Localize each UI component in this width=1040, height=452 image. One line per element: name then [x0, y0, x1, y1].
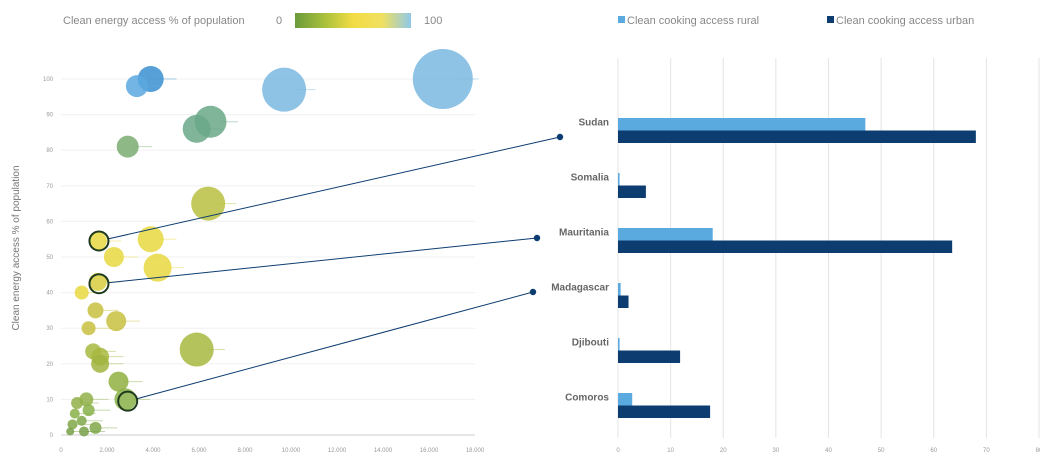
bubble: [91, 354, 110, 373]
bar-category-label: Somalia: [571, 173, 610, 184]
bar-x-tick-label: 30: [773, 448, 780, 452]
bubble-x-tick-label: 16,000: [420, 448, 439, 452]
bubble-x-tick-label: 10,000: [282, 448, 301, 452]
bar-category-label: Sudan: [578, 118, 609, 129]
legend-label-urban: Clean cooking access urban: [836, 15, 974, 27]
bubble-x-tick-label: 0: [59, 448, 63, 452]
bar-rural: [618, 393, 633, 406]
bar-x-tick-label: 70: [983, 448, 990, 452]
bubble-y-tick-label: 20: [46, 362, 53, 368]
bar-urban: [618, 405, 711, 418]
connector-end-dot: [556, 133, 564, 141]
bubble: [79, 426, 89, 437]
colorbar-title: Clean energy access % of population: [63, 15, 245, 27]
bubble: [81, 321, 96, 336]
bar-urban: [618, 350, 681, 363]
bar-urban: [618, 295, 629, 308]
bubble: [108, 371, 129, 392]
bubble: [69, 408, 80, 419]
bubble-y-tick-label: 0: [50, 433, 54, 439]
bubble-x-tick-label: 6,000: [191, 448, 207, 452]
highlight-ring: [117, 390, 139, 412]
bubble-y-tick-label: 80: [46, 148, 53, 154]
bubble: [88, 231, 107, 250]
bar-urban: [618, 130, 976, 143]
legend-swatch-rural: [618, 16, 625, 23]
bubble-x-tick-label: 14,000: [374, 448, 393, 452]
bubble-y-tick-label: 70: [46, 184, 53, 190]
connector-end-dot: [529, 288, 537, 296]
bubble: [137, 226, 164, 253]
bubble: [191, 186, 226, 221]
bubble-x-tick-label: 2,000: [99, 448, 115, 452]
bar-urban: [618, 240, 953, 253]
connector-lines: [88, 133, 564, 412]
bar-rural: [618, 338, 620, 351]
bubble: [103, 247, 124, 267]
bubble-y-tick-label: 10: [46, 397, 53, 403]
bubble-y-tick-label: 30: [46, 326, 53, 332]
bar-chart: 0 10 20 30 40 50 60 70 80 Sudan Somalia Mauritania M…: [551, 58, 1040, 452]
colorbar-legend: Clean energy access % of population 0 10…: [63, 13, 442, 28]
bar-x-tick-label: 50: [878, 448, 885, 452]
bubble: [179, 332, 214, 367]
bubble: [412, 49, 473, 109]
bar-rural: [618, 173, 620, 186]
bubble-y-tick-label: 60: [46, 219, 53, 225]
bubble: [88, 272, 107, 291]
colorbar-swatch: [295, 13, 411, 28]
bar-legend: Clean cooking access rural Clean cooking…: [618, 15, 974, 27]
bubble-x-tick-label: 12,000: [328, 448, 347, 452]
bubble-y-tick-label: 40: [46, 291, 53, 297]
highlight-ring: [88, 273, 110, 295]
bar-rural: [618, 228, 713, 241]
bar-x-tick-label: 0: [616, 448, 620, 452]
bar-rural: [618, 283, 621, 296]
connector-end-dot: [533, 234, 541, 242]
bar-x-tick-label: 10: [667, 448, 674, 452]
bubble-x-tick-label: 8,000: [237, 448, 253, 452]
bubble: [262, 67, 307, 112]
bubble-y-tick-label: 50: [46, 255, 53, 261]
bar-category-label: Mauritania: [559, 228, 609, 239]
bar-x-tick-label: 80: [1036, 448, 1040, 452]
bubble: [143, 253, 172, 282]
bar-rural: [618, 118, 866, 131]
bubble: [106, 311, 127, 332]
connector-line: [136, 291, 534, 400]
bubble: [116, 135, 139, 158]
bubble: [66, 427, 75, 436]
bubble: [182, 114, 211, 143]
highlight-ring: [88, 230, 110, 252]
bubble-x-tick-label: 4,000: [145, 448, 161, 452]
colorbar-min-label: 0: [276, 15, 282, 27]
legend-swatch-urban: [827, 16, 834, 23]
bubble: [87, 302, 104, 319]
bubble-chart-y-axis-label: Clean energy access % of population: [11, 165, 22, 330]
bar-category-label: Djibouti: [572, 338, 609, 349]
bubble: [76, 415, 87, 426]
bubble-y-tick-label: 100: [43, 77, 54, 83]
colorbar-max-label: 100: [424, 15, 442, 27]
bubble-chart: Clean energy access % of population 0 10 2…: [11, 49, 485, 452]
bubble: [74, 285, 89, 300]
bubble-x-tick-label: 18,000: [466, 448, 485, 452]
bar-urban: [618, 185, 646, 198]
bubble: [89, 421, 102, 434]
connector-line: [108, 237, 538, 284]
legend-label-rural: Clean cooking access rural: [627, 15, 759, 27]
bar-x-tick-label: 20: [720, 448, 727, 452]
bubble-y-tick-label: 90: [46, 113, 53, 119]
bar-x-tick-label: 40: [825, 448, 832, 452]
bar-x-tick-label: 60: [930, 448, 937, 452]
connector-line: [108, 136, 561, 240]
bar-category-label: Madagascar: [551, 283, 609, 294]
bubble: [67, 419, 78, 430]
bubble: [71, 396, 84, 409]
bar-category-label: Comoros: [565, 393, 609, 404]
bubble: [82, 404, 95, 417]
bubble: [125, 75, 148, 98]
